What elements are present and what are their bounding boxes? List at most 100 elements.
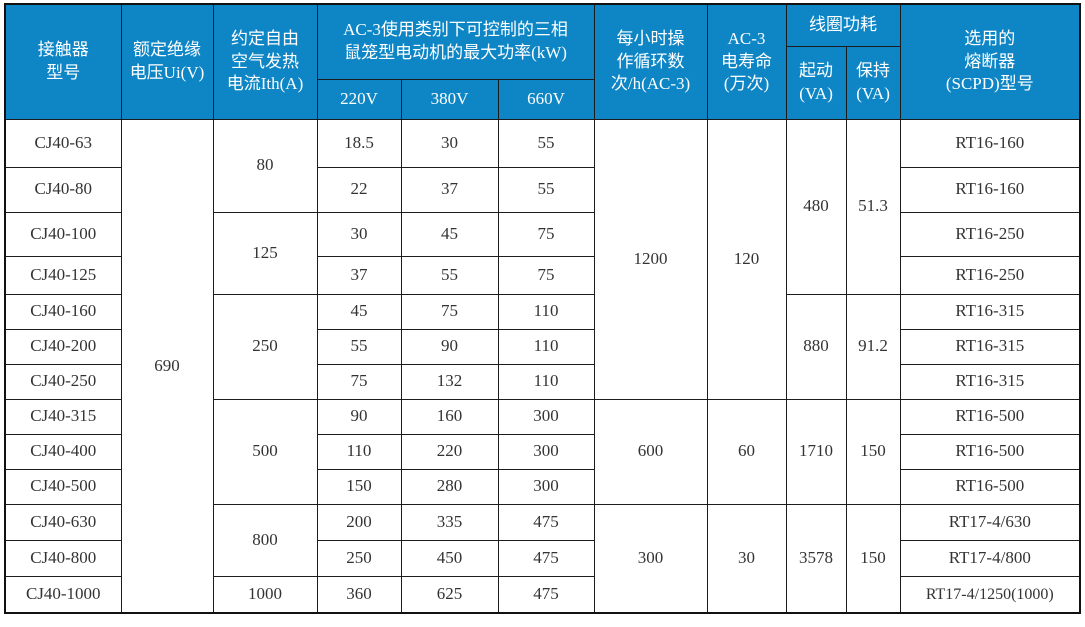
col-header-coil-start: 起动 (VA) [785, 45, 847, 120]
power-660-cell: 300 [497, 468, 595, 505]
power-380-cell: 30 [400, 118, 499, 168]
table-row: CJ40-80 22 37 55 RT16-160 [4, 166, 1081, 213]
electrical-life-cell: 60 [706, 398, 787, 505]
power-660-cell: 300 [497, 433, 595, 470]
table-row: CJ40-100 125 30 45 75 RT16-250 [4, 211, 1081, 295]
thermal-current-cell: 250 [212, 293, 318, 400]
table-row: CJ40-200 55 90 110 RT16-315 [4, 328, 1081, 365]
power-380-cell: 75 [400, 293, 499, 330]
power-220-cell: 110 [316, 433, 402, 470]
col-header-max-power: AC-3使用类别下可控制的三相 鼠笼型电动机的最大功率(kW) [316, 3, 595, 80]
thermal-current-cell: 125 [212, 211, 318, 295]
coil-hold-cell: 91.2 [845, 293, 901, 400]
page: 接触器 型号 额定绝缘 电压Ui(V) 约定自由 空气发热 电流Ith(A) A… [4, 3, 1082, 614]
model-cell: CJ40-500 [4, 468, 122, 505]
fuse-cell: RT16-250 [899, 255, 1081, 295]
model-cell: CJ40-250 [4, 363, 122, 400]
power-380-cell: 335 [400, 503, 499, 541]
power-220-cell: 30 [316, 211, 402, 257]
fuse-cell: RT16-500 [899, 468, 1081, 505]
coil-start-cell: 880 [785, 293, 847, 400]
table-row: CJ40-315 500 90 160 300 600 60 1710 150 … [4, 398, 1081, 505]
power-660-cell: 475 [497, 539, 595, 577]
coil-start-cell: 1710 [785, 398, 847, 505]
fuse-cell: RT17-4/1250(1000) [899, 575, 1081, 614]
power-660-cell: 55 [497, 118, 595, 168]
model-cell: CJ40-315 [4, 398, 122, 435]
col-header-operation-cycles: 每小时操 作循环数 次/h(AC-3) [593, 3, 708, 120]
model-cell: CJ40-63 [4, 118, 122, 168]
fuse-cell: RT16-250 [899, 211, 1081, 257]
table-row: CJ40-125 37 55 75 RT16-250 [4, 255, 1081, 295]
power-660-cell: 110 [497, 363, 595, 400]
power-220-cell: 360 [316, 575, 402, 614]
fuse-cell: RT16-500 [899, 398, 1081, 435]
power-220-cell: 75 [316, 363, 402, 400]
model-cell: CJ40-800 [4, 539, 122, 577]
table-row: CJ40-800 250 450 475 RT17-4/800 [4, 539, 1081, 577]
power-660-cell: 475 [497, 575, 595, 614]
fuse-cell: RT17-4/630 [899, 503, 1081, 541]
fuse-cell: RT16-315 [899, 328, 1081, 365]
power-660-cell: 75 [497, 255, 595, 295]
table-row: CJ40-63 690 80 18.5 30 55 1200 120 480 5… [4, 118, 1081, 614]
power-660-cell: 110 [497, 293, 595, 330]
col-header-220v: 220V [316, 78, 402, 120]
coil-hold-cell: 150 [845, 398, 901, 505]
model-cell: CJ40-100 [4, 211, 122, 257]
power-220-cell: 37 [316, 255, 402, 295]
power-660-cell: 55 [497, 166, 595, 213]
electrical-life-cell: 30 [706, 503, 787, 614]
power-380-cell: 220 [400, 433, 499, 470]
power-220-cell: 55 [316, 328, 402, 365]
col-header-rated-voltage: 额定绝缘 电压Ui(V) [120, 3, 214, 120]
fuse-cell: RT16-315 [899, 293, 1081, 330]
operation-cycles-cell: 300 [593, 503, 708, 614]
model-cell: CJ40-200 [4, 328, 122, 365]
fuse-cell: RT16-160 [899, 166, 1081, 213]
operation-cycles-cell: 600 [593, 398, 708, 505]
coil-hold-cell: 51.3 [845, 118, 901, 295]
power-220-cell: 90 [316, 398, 402, 435]
model-cell: CJ40-125 [4, 255, 122, 295]
table-row: CJ40-250 75 132 110 RT16-315 [4, 363, 1081, 400]
power-220-cell: 250 [316, 539, 402, 577]
rated-voltage-cell: 690 [120, 118, 214, 614]
model-cell: CJ40-1000 [4, 575, 122, 614]
power-380-cell: 160 [400, 398, 499, 435]
model-cell: CJ40-400 [4, 433, 122, 470]
fuse-cell: RT17-4/800 [899, 539, 1081, 577]
col-header-thermal-current: 约定自由 空气发热 电流Ith(A) [212, 3, 318, 120]
table-row: CJ40-400 110 220 300 RT16-500 [4, 433, 1081, 470]
coil-hold-cell: 150 [845, 503, 901, 614]
thermal-current-cell: 1000 [212, 575, 318, 614]
contactor-spec-table: 接触器 型号 额定绝缘 电压Ui(V) 约定自由 空气发热 电流Ith(A) A… [4, 3, 1082, 614]
power-660-cell: 75 [497, 211, 595, 257]
coil-start-cell: 3578 [785, 503, 847, 614]
electrical-life-cell: 120 [706, 118, 787, 400]
power-660-cell: 110 [497, 328, 595, 365]
col-header-coil-hold: 保持 (VA) [845, 45, 901, 120]
table-row: CJ40-1000 1000 360 625 475 RT17-4/1250(1… [4, 575, 1081, 614]
power-380-cell: 625 [400, 575, 499, 614]
thermal-current-cell: 500 [212, 398, 318, 505]
table-row: CJ40-630 800 200 335 475 300 30 3578 150… [4, 503, 1081, 614]
table-row: CJ40-160 250 45 75 110 880 91.2 RT16-315 [4, 293, 1081, 400]
power-380-cell: 55 [400, 255, 499, 295]
fuse-cell: RT16-160 [899, 118, 1081, 168]
col-header-fuse-type: 选用的 熔断器 (SCPD)型号 [899, 3, 1081, 120]
col-header-380v: 380V [400, 78, 499, 120]
fuse-cell: RT16-315 [899, 363, 1081, 400]
power-380-cell: 90 [400, 328, 499, 365]
thermal-current-cell: 800 [212, 503, 318, 577]
col-header-coil-power: 线圈功耗 [785, 3, 901, 47]
power-660-cell: 300 [497, 398, 595, 435]
power-220-cell: 18.5 [316, 118, 402, 168]
power-220-cell: 200 [316, 503, 402, 541]
power-380-cell: 280 [400, 468, 499, 505]
power-380-cell: 37 [400, 166, 499, 213]
coil-start-cell: 480 [785, 118, 847, 295]
table-row: CJ40-500 150 280 300 RT16-500 [4, 468, 1081, 505]
fuse-cell: RT16-500 [899, 433, 1081, 470]
power-220-cell: 45 [316, 293, 402, 330]
